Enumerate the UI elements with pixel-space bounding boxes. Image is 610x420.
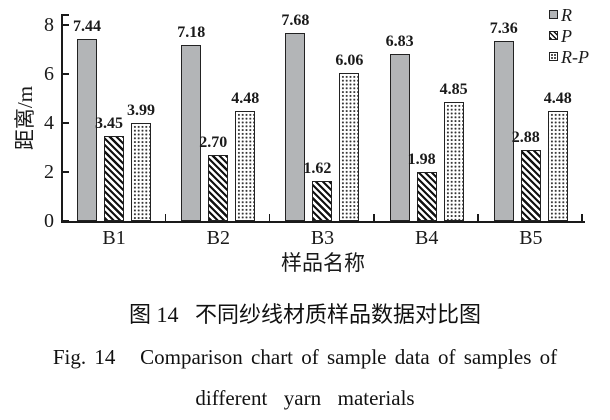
y-axis-tick-label: 6 — [44, 63, 54, 85]
y-axis-tick-label: 0 — [44, 210, 54, 232]
bar-value-label: 6.83 — [385, 32, 414, 50]
caption-chinese: 图 14 不同纱线材质样品数据对比图 — [128, 302, 481, 327]
y-axis-tick-label: 8 — [44, 14, 54, 36]
bar-R-P-B2 — [235, 111, 256, 221]
bar-value-label: 1.98 — [407, 151, 436, 169]
bar-R-B4 — [389, 53, 410, 221]
bar-R-B2 — [181, 45, 202, 221]
y-axis-tick — [62, 122, 69, 124]
legend-swatch-icon — [549, 10, 558, 19]
legend-label: P — [561, 25, 572, 46]
bar-value-label: 1.62 — [303, 160, 332, 178]
legend-swatch-icon — [549, 31, 558, 40]
legend-item-P: P — [549, 25, 589, 46]
x-axis-tick — [164, 214, 167, 221]
bar-value-label: 4.48 — [231, 90, 260, 108]
bar-R-B3 — [285, 32, 306, 221]
bar-P-B4 — [416, 172, 437, 221]
bar-value-label: 2.70 — [199, 133, 228, 151]
legend-item-R: R — [549, 4, 589, 25]
x-axis-tick — [268, 214, 271, 221]
x-axis-tick — [581, 214, 583, 221]
x-axis-tick — [477, 214, 479, 221]
bar-R-B5 — [493, 40, 514, 221]
y-axis-line — [61, 14, 63, 223]
legend: R P R-P — [549, 4, 589, 67]
chart-plot-area: 距离/m 样品名称 R P R-P 0 2 4 6 8 7.44 3.45 3.99 B1 7.18 2… — [13, 4, 589, 276]
bar-value-label: 7.68 — [281, 11, 310, 29]
legend-label: R — [561, 4, 572, 25]
y-axis-tick — [62, 24, 69, 26]
y-axis-tick-label: 4 — [44, 112, 54, 134]
caption-english-line2: different yarn materials — [195, 386, 415, 410]
y-axis-tick — [62, 171, 69, 173]
bar-value-label: 7.36 — [489, 19, 518, 37]
x-axis-tick — [373, 214, 375, 221]
caption-english-line1: Fig. 14 Comparison chart of sample data … — [52, 345, 558, 369]
legend-swatch-icon — [549, 52, 558, 61]
bar-value-label: 7.44 — [73, 17, 101, 35]
y-axis-tick-label: 2 — [44, 161, 54, 183]
x-axis-category-label: B3 — [310, 227, 335, 249]
x-axis-line — [61, 221, 585, 223]
bar-P-B1 — [104, 136, 124, 221]
legend-item-R-P: R-P — [549, 46, 589, 67]
legend-label: R-P — [561, 46, 589, 67]
x-axis-category-label: B2 — [206, 227, 230, 249]
bar-value-label: 6.06 — [335, 51, 364, 69]
bar-value-label: 4.48 — [543, 90, 572, 108]
bar-R-B1 — [77, 38, 97, 221]
bar-R-P-B4 — [443, 102, 464, 221]
y-axis-end-tick — [62, 14, 69, 16]
bar-R-P-B1 — [131, 123, 151, 221]
bar-R-P-B5 — [547, 111, 568, 221]
bar-P-B2 — [208, 154, 229, 221]
bar-value-label: 7.18 — [177, 24, 206, 42]
bar-P-B5 — [520, 150, 541, 221]
x-axis-title: 样品名称 — [281, 251, 365, 275]
bar-value-label: 2.88 — [511, 129, 540, 147]
bar-value-label: 4.85 — [439, 81, 468, 99]
y-axis-tick — [62, 220, 69, 222]
bar-value-label: 3.99 — [127, 102, 155, 120]
x-axis-category-label: B1 — [102, 227, 126, 249]
bar-R-P-B3 — [339, 72, 360, 221]
x-axis-category-label: B5 — [519, 227, 543, 249]
bar-P-B3 — [312, 181, 333, 221]
bar-value-label: 3.45 — [95, 115, 123, 133]
x-axis-category-label: B4 — [415, 227, 439, 249]
y-axis-tick — [62, 73, 69, 75]
